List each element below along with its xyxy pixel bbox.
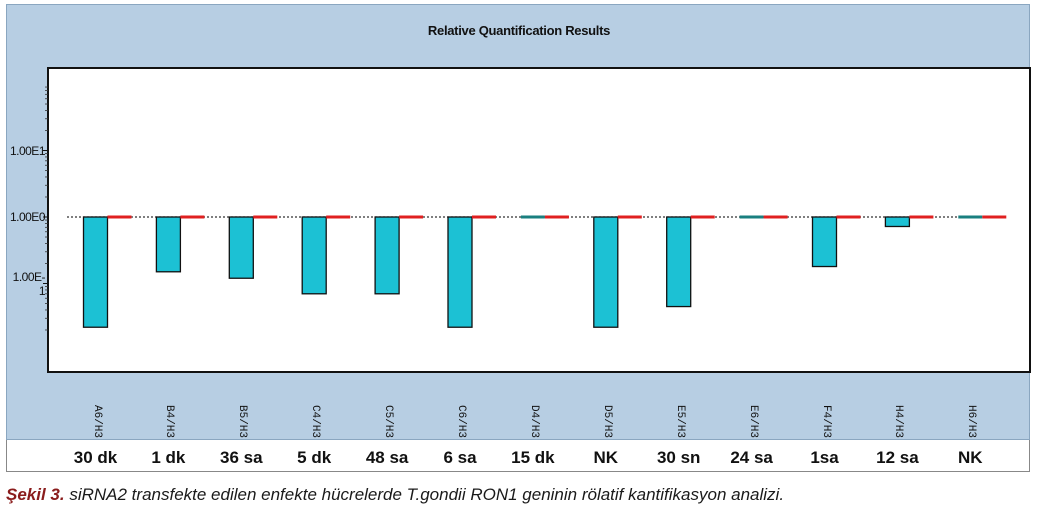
x-tick-label: H6/H3 bbox=[965, 405, 978, 439]
x-tick-label: D4/H3 bbox=[527, 405, 540, 439]
bar bbox=[447, 216, 473, 328]
chart-figure: Relative Quantification Results 1.00E1 1.… bbox=[6, 4, 1031, 440]
x-tick-label: E5/H3 bbox=[673, 405, 686, 439]
sample-label: 6 sa bbox=[443, 448, 477, 467]
y-tick-label: 1.00E-1 bbox=[12, 269, 46, 298]
sample-label: 30 sn bbox=[656, 448, 701, 467]
sample-label: 1 dk bbox=[151, 448, 186, 467]
caption-text: siRNA2 transfekte edilen enfekte hücrele… bbox=[64, 485, 785, 504]
bar bbox=[666, 216, 692, 308]
sample-label: 1sa bbox=[810, 448, 839, 467]
figure-caption: Şekil 3. siRNA2 transfekte edilen enfekt… bbox=[6, 485, 784, 505]
x-tick-label: C6/H3 bbox=[455, 405, 467, 439]
chart-title: Relative Quantification Results bbox=[427, 23, 611, 38]
bar bbox=[374, 216, 400, 295]
bar bbox=[82, 216, 109, 328]
x-tick-label: C5/H3 bbox=[382, 405, 395, 439]
y-tick-label: 1.00E1 bbox=[9, 143, 46, 158]
y-tick-label: 1.00E0 bbox=[9, 210, 46, 224]
bar bbox=[593, 216, 619, 328]
sample-label: 36 sa bbox=[220, 448, 263, 467]
sample-label: 48 sa bbox=[365, 448, 409, 467]
sample-label: NK bbox=[593, 448, 619, 467]
sample-label: 30 dk bbox=[73, 448, 118, 467]
sample-label: 5 dk bbox=[297, 448, 332, 467]
sample-label: 15 dk bbox=[511, 448, 555, 467]
bar bbox=[228, 216, 254, 279]
x-tick-label: C4/H3 bbox=[309, 405, 322, 439]
x-tick-label: H4/H3 bbox=[892, 405, 905, 439]
sample-label: NK bbox=[958, 448, 983, 467]
x-tick-label: A6/H3 bbox=[90, 405, 103, 439]
x-tick-label: D5/H3 bbox=[600, 405, 613, 439]
bar bbox=[301, 216, 327, 295]
bar bbox=[884, 216, 911, 228]
x-tick-label: B5/H3 bbox=[236, 405, 249, 439]
x-tick-label: E6/H3 bbox=[746, 405, 759, 439]
bars-layer bbox=[43, 86, 1007, 331]
bar bbox=[155, 216, 182, 273]
x-tick-label: F4/H3 bbox=[819, 405, 832, 439]
sample-label: 12 sa bbox=[876, 448, 919, 467]
x-tick-label: B4/H3 bbox=[163, 405, 176, 439]
sample-label-row: 30 dk 1 dk 36 sa 5 dk 48 sa 6 sa 15 dk NK 30 sn 2… bbox=[6, 440, 1030, 472]
sample-label: 24 sa bbox=[730, 448, 773, 467]
caption-label: Şekil 3. bbox=[6, 485, 65, 504]
bar bbox=[811, 216, 838, 268]
